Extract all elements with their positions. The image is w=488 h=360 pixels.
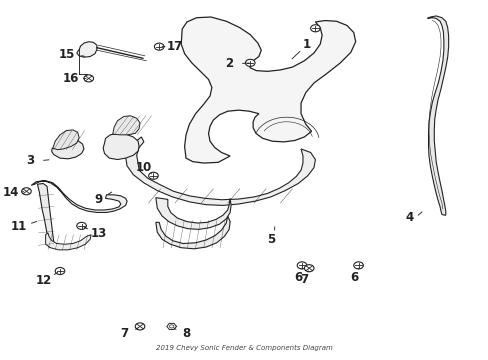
Circle shape [154,43,163,50]
Circle shape [245,59,255,66]
Circle shape [304,265,313,272]
Text: 12: 12 [36,274,52,287]
Text: 6: 6 [350,270,358,284]
Circle shape [310,25,320,32]
Circle shape [169,325,173,328]
Text: 7: 7 [299,273,307,286]
Circle shape [297,262,306,269]
Text: 14: 14 [2,186,19,199]
Polygon shape [77,42,97,57]
Text: 4: 4 [405,211,413,224]
Text: 13: 13 [90,227,106,240]
Text: 11: 11 [11,220,27,233]
Polygon shape [112,116,140,135]
Circle shape [148,172,158,179]
Text: 8: 8 [182,327,190,340]
Text: 7: 7 [121,327,128,340]
Text: 16: 16 [62,72,79,85]
Circle shape [77,222,86,229]
Text: 9: 9 [94,193,102,206]
Polygon shape [156,216,230,249]
Text: 2: 2 [224,57,233,70]
Circle shape [55,267,65,275]
Circle shape [84,75,93,82]
Circle shape [21,188,31,195]
Text: 3: 3 [26,154,34,167]
Text: 17: 17 [166,40,183,53]
Polygon shape [166,323,176,329]
Polygon shape [53,130,79,150]
Text: 6: 6 [293,270,302,284]
Polygon shape [156,198,231,229]
Polygon shape [45,233,91,250]
Polygon shape [181,17,355,163]
Polygon shape [38,184,54,248]
Polygon shape [125,137,315,206]
Text: 15: 15 [59,48,75,61]
Text: 1: 1 [302,38,310,51]
Polygon shape [427,16,447,215]
Text: 10: 10 [136,161,152,174]
Circle shape [353,262,363,269]
Polygon shape [103,134,139,159]
Polygon shape [52,139,84,159]
Circle shape [135,323,144,330]
Polygon shape [31,181,127,212]
Text: 5: 5 [266,233,274,246]
Text: 2019 Chevy Sonic Fender & Components Diagram: 2019 Chevy Sonic Fender & Components Dia… [156,345,332,351]
